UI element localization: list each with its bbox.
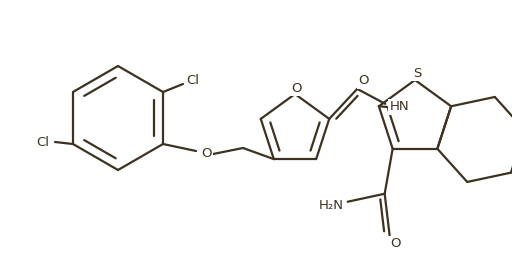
Text: O: O — [391, 237, 401, 250]
Text: H₂N: H₂N — [319, 199, 344, 212]
Text: O: O — [292, 82, 302, 95]
Text: Cl: Cl — [36, 135, 50, 148]
Text: O: O — [201, 147, 211, 160]
Text: S: S — [413, 67, 421, 80]
Text: HN: HN — [390, 100, 409, 113]
Text: O: O — [358, 74, 369, 87]
Text: Cl: Cl — [186, 74, 200, 87]
